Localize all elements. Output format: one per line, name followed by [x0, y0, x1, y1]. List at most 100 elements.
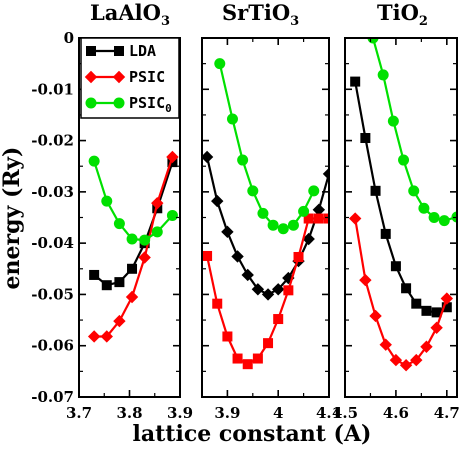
data-point-psic — [430, 321, 443, 334]
panel-laalo3: 3.7 3.8 3.9 0 -0.01 -0.02 -0.03 -0.04 -0.05 -0.06… — [31, 29, 193, 422]
data-point-psic — [202, 250, 213, 261]
data-point-lda — [421, 305, 432, 316]
x-axis-title: lattice constant (A) — [133, 421, 372, 447]
data-point-psic0 — [237, 154, 249, 166]
y-tick-label: -0.03 — [31, 183, 74, 201]
panel-tio2: 4.5 4.6 4.7 — [332, 37, 460, 422]
data-point-psic — [420, 340, 433, 353]
data-point-lda — [251, 283, 265, 296]
data-point-lda — [114, 277, 125, 288]
data-point-psic0 — [398, 154, 410, 166]
data-point-lda — [211, 194, 224, 208]
data-point-psic — [232, 353, 243, 364]
data-point-psic0 — [257, 207, 269, 219]
data-point-psic — [100, 330, 113, 343]
legend-marker-psic0 — [113, 97, 125, 109]
data-point-lda — [221, 225, 234, 239]
x-tick-label: 3.8 — [116, 404, 142, 422]
y-tick-label: -0.04 — [31, 234, 74, 252]
data-point-psic0 — [277, 223, 289, 235]
series-line-psic0 — [218, 63, 315, 230]
x-tick-label: 4.1 — [316, 404, 342, 422]
legend-label-psic0: PSIC0 — [129, 94, 172, 115]
data-point-psic — [252, 353, 263, 364]
data-point-psic — [440, 292, 454, 305]
legend-marker-psic — [112, 70, 126, 84]
data-point-psic0 — [408, 185, 420, 197]
data-point-lda — [302, 232, 315, 246]
data-point-psic0 — [88, 155, 100, 167]
x-tick-label: 4.7 — [434, 404, 460, 422]
data-point-lda — [231, 250, 244, 263]
data-point-psic — [263, 338, 274, 349]
series-line-lda — [354, 81, 448, 314]
y-tick-label: -0.05 — [31, 285, 74, 303]
panel-title-srtio3: SrTiO3 — [222, 0, 299, 29]
data-point-lda — [322, 167, 329, 181]
legend-label-lda: LDA — [129, 42, 156, 60]
panel-title-tio2: TiO2 — [377, 0, 428, 29]
data-point-psic — [283, 285, 294, 296]
data-point-lda — [241, 268, 254, 282]
data-point-lda — [431, 307, 442, 318]
data-point-psic — [410, 353, 423, 367]
x-tick-label: 3.9 — [214, 404, 240, 422]
plot-area — [202, 58, 329, 370]
data-point-lda — [312, 203, 326, 217]
data-point-psic0 — [214, 58, 226, 70]
data-point-psic0 — [298, 205, 310, 217]
data-point-psic0 — [113, 218, 125, 230]
data-point-psic0 — [387, 115, 399, 127]
data-point-psic — [399, 359, 413, 372]
y-axis-title: energy (Ry) — [0, 147, 25, 290]
x-tick-label: 3.9 — [167, 404, 193, 422]
data-point-psic0 — [418, 202, 430, 214]
data-point-lda — [101, 280, 112, 291]
data-point-psic0 — [126, 233, 138, 245]
data-point-psic — [379, 338, 392, 351]
panel-srtio3: 3.9 4 4.1 — [201, 37, 342, 422]
panel-title-laalo3: LaAlO3 — [90, 0, 170, 29]
data-point-psic — [242, 359, 253, 370]
data-point-psic — [222, 331, 233, 342]
x-tick-label: 4.5 — [332, 404, 358, 422]
data-point-psic0 — [226, 113, 238, 125]
data-point-psic0 — [139, 234, 151, 246]
legend: LDA PSIC PSIC0 — [80, 37, 180, 119]
data-point-lda — [350, 76, 361, 87]
data-point-lda — [360, 133, 371, 144]
data-point-lda — [411, 298, 422, 309]
legend-marker-psic0 — [85, 97, 97, 109]
series-line-psic — [94, 156, 174, 338]
data-point-psic — [369, 309, 382, 323]
x-tick-label: 4 — [273, 404, 283, 422]
data-point-psic — [293, 251, 304, 262]
data-point-lda — [127, 263, 138, 274]
data-point-psic0 — [151, 226, 163, 238]
data-point-lda — [202, 150, 214, 164]
data-point-lda — [401, 283, 412, 294]
data-point-psic — [113, 314, 126, 328]
data-point-psic0 — [438, 215, 450, 227]
y-tick-label: -0.02 — [31, 132, 74, 150]
x-tick-label: 3.7 — [66, 404, 92, 422]
data-point-psic0 — [101, 195, 113, 207]
legend-marker-lda — [114, 46, 124, 56]
data-point-lda — [380, 228, 391, 239]
data-point-psic — [273, 314, 284, 325]
data-point-lda — [441, 302, 452, 313]
data-point-psic0 — [308, 185, 320, 197]
legend-marker-lda — [86, 46, 96, 56]
y-tick-label: 0 — [64, 29, 74, 47]
data-point-psic — [125, 290, 139, 304]
legend-marker-psic — [84, 70, 98, 84]
data-point-psic — [166, 150, 179, 164]
data-point-psic0 — [377, 69, 389, 81]
y-tick-label: -0.07 — [31, 388, 74, 406]
data-point-psic0 — [267, 219, 279, 231]
data-point-psic — [313, 213, 324, 224]
data-point-psic0 — [428, 212, 440, 223]
data-point-psic — [324, 213, 329, 224]
x-tick-label: 4.6 — [383, 404, 409, 422]
